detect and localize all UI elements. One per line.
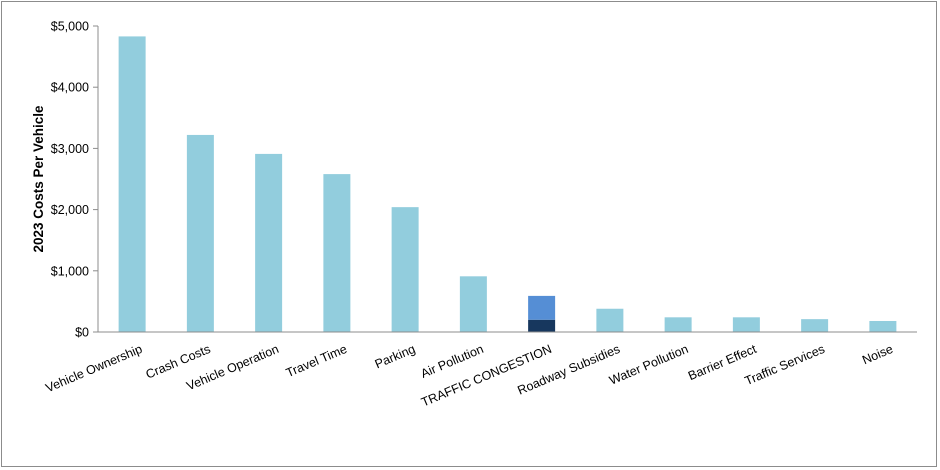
y-tick-label: $4,000: [51, 81, 89, 95]
bar-roadway-subsidies: [596, 308, 624, 332]
y-axis-ticks: $0 $1,000 $2,000 $3,000 $4,000 $5,000: [51, 20, 98, 340]
y-axis-title: 2023 Costs Per Vehicle: [31, 105, 46, 253]
y-tick-label: $5,000: [51, 20, 89, 34]
bar-travel-time: [323, 174, 351, 332]
category-label-vehicle-ownership: Vehicle Ownership: [44, 342, 145, 395]
category-label-noise: Noise: [860, 342, 895, 367]
y-tick-label: $2,000: [51, 203, 89, 217]
bar-segment-traffic-congestion-1: [528, 319, 556, 332]
bar-air-pollution: [459, 276, 487, 332]
bar-vehicle-operation: [255, 153, 283, 332]
bar-parking: [391, 207, 419, 332]
y-axis-title-group: 2023 Costs Per Vehicle: [31, 105, 46, 253]
bar-water-pollution: [664, 317, 692, 332]
y-tick-label: $0: [75, 326, 89, 340]
y-tick-label: $3,000: [51, 142, 89, 156]
category-label-travel-time: Travel Time: [284, 342, 349, 380]
bar-crash-costs: [186, 134, 214, 332]
category-label-water-pollution: Water Pollution: [607, 342, 690, 388]
axes: [97, 26, 917, 333]
bar-segment-traffic-congestion-2: [528, 295, 556, 320]
category-label-traffic-congestion: TRAFFIC CONGESTION: [419, 342, 554, 410]
bars: [118, 36, 897, 333]
bar-traffic-services: [801, 319, 829, 332]
bar-noise: [869, 320, 897, 332]
y-tick-label: $1,000: [51, 264, 89, 278]
category-label-parking: Parking: [373, 342, 418, 371]
bar-barrier-effect: [732, 317, 760, 332]
bar-vehicle-ownership: [118, 36, 146, 333]
